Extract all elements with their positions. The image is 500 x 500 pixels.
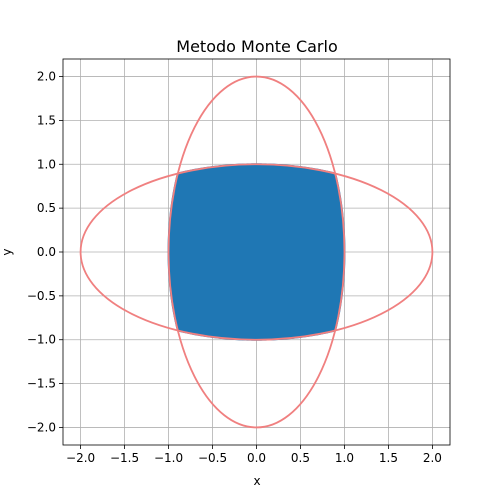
x-tick-label: −0.5 <box>198 451 227 465</box>
x-tick-label: −1.5 <box>110 451 139 465</box>
x-axis-label: x <box>253 474 260 488</box>
x-tick-label: 0.0 <box>247 451 266 465</box>
x-tick-label: −2.0 <box>66 451 95 465</box>
y-axis-label: y <box>0 248 14 255</box>
x-tick-label: 1.0 <box>335 451 354 465</box>
y-tick-label: 0.0 <box>37 245 56 259</box>
axes-frame <box>62 58 451 446</box>
y-tick-label: −2.0 <box>27 420 56 434</box>
y-tick-label: 0.5 <box>37 201 56 215</box>
vertical-ellipse <box>167 75 346 429</box>
y-tick-label: 1.0 <box>37 157 56 171</box>
x-tick-label: 1.5 <box>379 451 398 465</box>
x-tick-label: −1.0 <box>154 451 183 465</box>
horizontal-ellipse <box>79 163 434 341</box>
y-tick-label: −1.5 <box>27 377 56 391</box>
y-tick-label: 1.5 <box>37 113 56 127</box>
ticks: −2.0 −2.0 −1.5 −1.5 −1.0 −1.0 −0.5 −0.5 0.0 0.0 0.… <box>27 70 442 465</box>
y-tick-label: −1.0 <box>27 333 56 347</box>
plot-area <box>79 75 434 429</box>
chart-title: Metodo Monte Carlo <box>176 37 337 56</box>
x-tick-label: 2.0 <box>423 451 442 465</box>
y-tick-label: 2.0 <box>37 70 56 84</box>
monte-carlo-points <box>167 163 346 341</box>
x-tick-label: 0.5 <box>291 451 310 465</box>
y-tick-label: −0.5 <box>27 289 56 303</box>
